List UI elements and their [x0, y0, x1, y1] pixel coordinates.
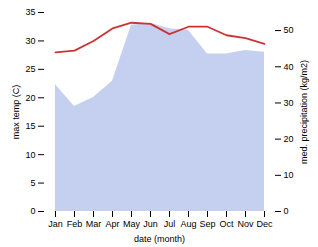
- svg-text:30: 30: [284, 98, 294, 108]
- svg-text:Aug: Aug: [180, 219, 196, 229]
- svg-text:Mar: Mar: [86, 219, 102, 229]
- svg-text:20: 20: [284, 134, 294, 144]
- svg-text:20: 20: [25, 93, 35, 103]
- svg-text:10: 10: [25, 150, 35, 160]
- svg-text:5: 5: [30, 178, 35, 188]
- svg-text:Jun: Jun: [143, 219, 158, 229]
- svg-text:Apr: Apr: [105, 219, 119, 229]
- svg-text:Jan: Jan: [48, 219, 63, 229]
- svg-text:10: 10: [284, 170, 294, 180]
- svg-text:Jul: Jul: [164, 219, 176, 229]
- svg-text:0: 0: [30, 206, 35, 216]
- svg-text:35: 35: [25, 7, 35, 17]
- svg-text:Dec: Dec: [256, 219, 273, 229]
- svg-text:50: 50: [284, 25, 294, 35]
- svg-text:0: 0: [284, 206, 289, 216]
- svg-text:40: 40: [284, 62, 294, 72]
- svg-text:15: 15: [25, 121, 35, 131]
- svg-text:30: 30: [25, 36, 35, 46]
- svg-text:May: May: [123, 219, 141, 229]
- svg-text:med. precipitation (kg/m2): med. precipitation (kg/m2): [299, 60, 309, 164]
- svg-text:Nov: Nov: [237, 219, 254, 229]
- svg-text:Sep: Sep: [199, 219, 215, 229]
- svg-text:max temp (C): max temp (C): [11, 85, 21, 140]
- svg-text:25: 25: [25, 64, 35, 74]
- svg-text:Oct: Oct: [219, 219, 234, 229]
- svg-text:date (month): date (month): [134, 234, 185, 244]
- svg-text:Feb: Feb: [67, 219, 83, 229]
